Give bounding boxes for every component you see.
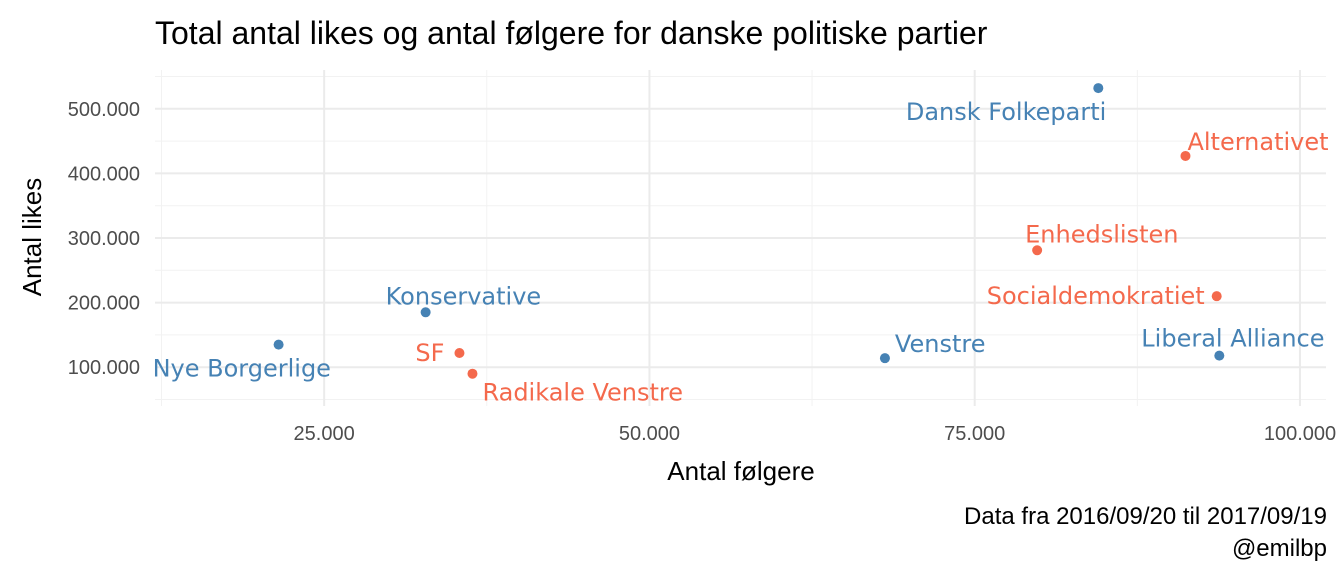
data-point xyxy=(454,348,465,359)
point-label: Socialdemokratiet xyxy=(987,282,1205,310)
grid-lines xyxy=(155,70,1326,406)
point-labels: Dansk Folkeparti Alternativet Enhedslisten… xyxy=(153,98,1329,407)
point-label: Nye Borgerlige xyxy=(153,355,331,383)
data-point xyxy=(1093,83,1104,94)
point-label: Venstre xyxy=(895,330,986,358)
y-tick-label: 200.000 xyxy=(68,293,140,315)
y-axis-title: Antal likes xyxy=(17,178,47,297)
x-tick-label: 50.000 xyxy=(619,423,680,445)
point-label: Radikale Venstre xyxy=(482,379,683,407)
point-label: Dansk Folkeparti xyxy=(906,98,1106,126)
chart-title: Total antal likes og antal følgere for d… xyxy=(155,15,988,51)
y-tick-label: 400.000 xyxy=(68,163,140,185)
data-point xyxy=(879,353,890,364)
y-tick-label: 300.000 xyxy=(68,228,140,250)
caption-author: @emilbp xyxy=(1232,535,1327,562)
x-axis-ticks: 25.000 50.000 75.000 100.000 xyxy=(294,423,1337,445)
data-point xyxy=(467,368,478,379)
point-label: Enhedslisten xyxy=(1025,220,1178,248)
x-tick-label: 75.000 xyxy=(944,423,1005,445)
data-point xyxy=(1211,291,1222,302)
data-point xyxy=(1032,245,1043,256)
y-axis-ticks: 100.000 200.000 300.000 400.000 500.000 xyxy=(68,99,140,379)
x-tick-label: 100.000 xyxy=(1264,423,1336,445)
data-point xyxy=(1180,150,1191,161)
x-tick-label: 25.000 xyxy=(294,423,355,445)
point-label: Liberal Alliance xyxy=(1141,325,1324,353)
data-points xyxy=(273,83,1225,379)
point-label: Alternativet xyxy=(1187,128,1328,156)
y-tick-label: 100.000 xyxy=(68,357,140,379)
caption-source: Data fra 2016/09/20 til 2017/09/19 xyxy=(964,503,1327,530)
y-tick-label: 500.000 xyxy=(68,99,140,121)
x-axis-title: Antal følgere xyxy=(667,456,814,486)
point-label: SF xyxy=(415,339,444,367)
data-point xyxy=(420,307,431,318)
data-point xyxy=(1214,350,1225,361)
data-point xyxy=(273,339,284,350)
point-label: Konservative xyxy=(386,282,542,310)
